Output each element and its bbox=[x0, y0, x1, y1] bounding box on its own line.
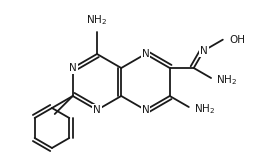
Text: NH$_2$: NH$_2$ bbox=[87, 13, 108, 27]
Text: N: N bbox=[200, 46, 208, 56]
Text: OH: OH bbox=[230, 35, 246, 45]
Text: N: N bbox=[142, 105, 149, 115]
Text: N: N bbox=[93, 105, 101, 115]
Text: N: N bbox=[142, 49, 149, 59]
Text: NH$_2$: NH$_2$ bbox=[216, 73, 237, 87]
Text: N: N bbox=[69, 63, 77, 73]
Text: NH$_2$: NH$_2$ bbox=[194, 102, 215, 116]
